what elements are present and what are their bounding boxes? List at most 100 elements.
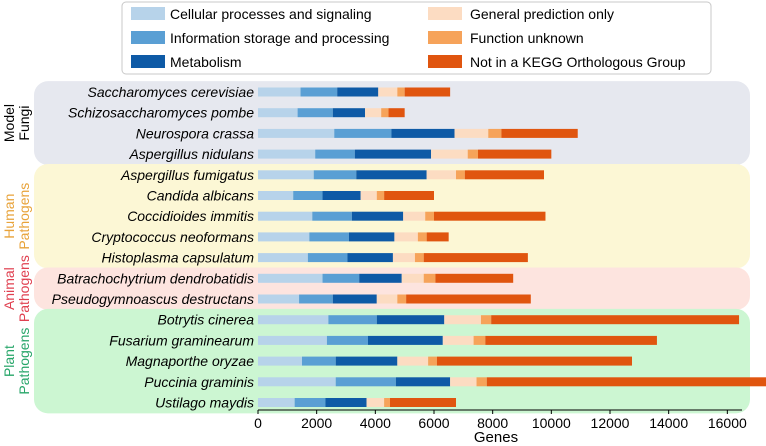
legend-swatch-general bbox=[428, 7, 462, 20]
category-label: Puccinia graminis bbox=[144, 374, 254, 390]
category-label: Neurospora crassa bbox=[136, 125, 254, 141]
group-label-line: Human bbox=[1, 194, 17, 239]
bar-segment-not_kegg bbox=[478, 149, 552, 159]
bar-segment-metabolism bbox=[376, 315, 445, 325]
bar-segment-information bbox=[315, 149, 355, 159]
category-label: Batrachochytrium dendrobatidis bbox=[57, 270, 254, 286]
x-tick-label: 2000 bbox=[301, 415, 332, 431]
bar-segment-cellular bbox=[258, 294, 300, 304]
bar-segment-general bbox=[392, 253, 415, 263]
legend: Cellular processes and signaling Informat… bbox=[121, 1, 712, 75]
bar-segment-general bbox=[403, 211, 426, 221]
bar-segment-information bbox=[313, 170, 357, 180]
bar-segment-metabolism bbox=[359, 273, 402, 283]
group-label-line: Pathogens bbox=[16, 328, 32, 395]
legend-label-general: General prediction only bbox=[470, 6, 614, 22]
bar-segment-not_kegg bbox=[426, 232, 449, 242]
bar-segment-cellular bbox=[258, 211, 313, 221]
bar-segment-not_kegg bbox=[436, 356, 632, 366]
bar-segment-metabolism bbox=[351, 211, 404, 221]
category-label: Fusarium graminearum bbox=[109, 332, 254, 348]
bar-segment-information bbox=[299, 294, 333, 304]
bar-segment-not_kegg bbox=[390, 398, 456, 407]
legend-swatch-not_kegg bbox=[428, 55, 462, 68]
legend-swatch-unknown bbox=[428, 31, 462, 44]
x-tick-label: 8000 bbox=[477, 415, 508, 431]
bar-segment-information bbox=[322, 273, 360, 283]
bar-segment-metabolism bbox=[391, 128, 455, 138]
category-labels: Saccharomyces cerevisiae Schizosaccharomy… bbox=[52, 84, 255, 411]
bar-segment-metabolism bbox=[325, 398, 367, 407]
bar-segment-cellular bbox=[258, 377, 336, 387]
category-label: Magnaporthe oryzae bbox=[126, 353, 255, 369]
bar-segment-information bbox=[300, 87, 338, 97]
bar-segment-information bbox=[294, 398, 326, 407]
bar-segment-general bbox=[360, 191, 377, 200]
bar-segment-cellular bbox=[258, 273, 323, 283]
x-tick-label: 0 bbox=[254, 415, 262, 431]
bar-segment-unknown bbox=[417, 232, 427, 242]
group-label-line: Fungi bbox=[16, 106, 32, 141]
x-tick-label: 16000 bbox=[708, 415, 747, 431]
category-label: Aspergillus fumigatus bbox=[120, 167, 254, 183]
bar-segment-unknown bbox=[425, 211, 434, 221]
legend-swatch-cellular bbox=[131, 7, 165, 20]
bar-segment-information bbox=[302, 356, 336, 366]
bar-segment-information bbox=[334, 128, 392, 138]
bar-segment-unknown bbox=[384, 398, 390, 407]
category-label: Schizosaccharomyces pombe bbox=[68, 105, 254, 121]
bar-segment-not_kegg bbox=[404, 87, 451, 97]
bar-segment-cellular bbox=[258, 128, 335, 138]
bar-segment-information bbox=[335, 377, 396, 387]
bar-segment-cellular bbox=[258, 398, 295, 407]
bar-segment-general bbox=[366, 398, 385, 407]
bar-segment-general bbox=[365, 108, 382, 118]
bar-segment-metabolism bbox=[348, 232, 395, 242]
bar-segment-general bbox=[444, 315, 481, 325]
group-label-line: Pathogens bbox=[16, 255, 32, 322]
bar-segment-not_kegg bbox=[423, 253, 528, 263]
group-label-animal: AnimalPathogens bbox=[1, 255, 32, 322]
legend-swatch-metabolism bbox=[131, 55, 165, 68]
bar-segment-metabolism bbox=[337, 87, 379, 97]
bar-segment-metabolism bbox=[347, 253, 393, 263]
bar-segment-metabolism bbox=[395, 377, 451, 387]
bar-segment-not_kegg bbox=[406, 294, 531, 304]
bar-segment-information bbox=[312, 211, 352, 221]
group-labels: ModelFungiHumanPathogensAnimalPathogensP… bbox=[1, 104, 32, 395]
bar-segment-general bbox=[401, 273, 424, 283]
x-tick-label: 14000 bbox=[649, 415, 688, 431]
bar-segment-unknown bbox=[488, 128, 502, 138]
bar-segment-not_kegg bbox=[434, 211, 546, 221]
bar-segment-cellular bbox=[258, 232, 310, 242]
legend-label-metabolism: Metabolism bbox=[170, 54, 242, 70]
x-tick-label: 6000 bbox=[418, 415, 449, 431]
bar-segment-cellular bbox=[258, 149, 316, 159]
bar-segment-cellular bbox=[258, 335, 327, 345]
bar-segment-cellular bbox=[258, 191, 294, 200]
bar-segment-not_kegg bbox=[435, 273, 514, 283]
bar-segment-general bbox=[376, 294, 398, 304]
bar-segment-general bbox=[394, 232, 418, 242]
x-axis-label: Genes bbox=[474, 429, 518, 446]
bar-segment-not_kegg bbox=[501, 128, 578, 138]
category-label: Aspergillus nidulans bbox=[128, 146, 254, 162]
group-label-line: Plant bbox=[1, 345, 17, 377]
x-tick-label: 10000 bbox=[532, 415, 571, 431]
bar-segment-information bbox=[307, 253, 348, 263]
category-label: Pseudogymnoascus destructans bbox=[52, 291, 254, 307]
bar-segment-general bbox=[397, 356, 429, 366]
bar-segment-not_kegg bbox=[485, 335, 657, 345]
bar-segment-unknown bbox=[467, 149, 478, 159]
group-label-human: HumanPathogens bbox=[1, 183, 32, 250]
bar-segment-information bbox=[309, 232, 349, 242]
bars bbox=[258, 87, 766, 407]
group-band-animal bbox=[34, 267, 750, 310]
bar-segment-unknown bbox=[381, 108, 389, 118]
legend-label-not_kegg: Not in a KEGG Orthologous Group bbox=[470, 54, 686, 70]
bar-segment-cellular bbox=[258, 87, 301, 97]
bar-segment-unknown bbox=[473, 335, 486, 345]
bar-segment-unknown bbox=[397, 87, 405, 97]
legend-swatch-information bbox=[131, 31, 165, 44]
legend-label-unknown: Function unknown bbox=[470, 30, 584, 46]
